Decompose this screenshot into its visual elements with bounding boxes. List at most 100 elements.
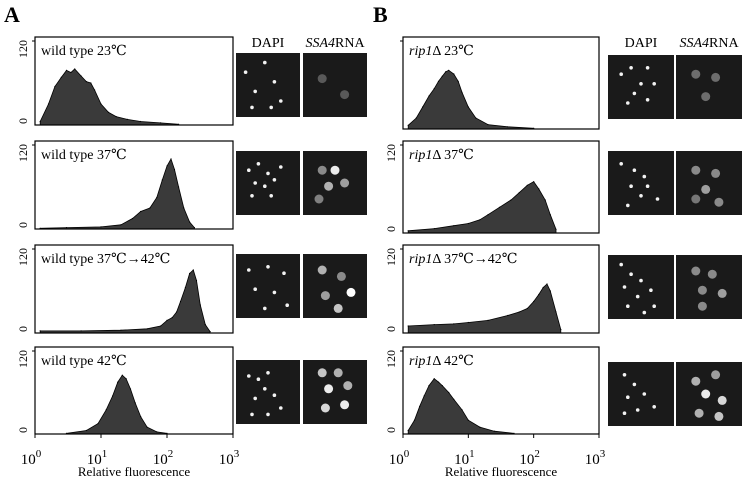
cell-signal: [711, 72, 721, 82]
histogram-point: [209, 331, 211, 333]
dapi-image: [236, 254, 300, 318]
nucleus-spot: [253, 181, 257, 185]
micrograph-pair: [608, 151, 742, 215]
nucleus-spot: [655, 197, 660, 201]
histogram-point: [105, 409, 107, 411]
nucleus-spot: [626, 101, 630, 105]
condition-text: wild type 23℃: [41, 44, 127, 59]
image-divider: [674, 55, 676, 119]
histogram-point: [546, 283, 548, 285]
y-tick-label: 120: [16, 350, 30, 368]
histogram-point: [518, 192, 520, 194]
histogram-point: [448, 391, 450, 394]
histogram-point: [112, 395, 114, 397]
histogram-point: [448, 69, 450, 71]
histogram-point: [467, 321, 469, 324]
histogram-row: wild type 23℃ 120 0: [16, 36, 234, 126]
dapi-image: [608, 151, 674, 215]
histogram-row: rip1Δ 42℃ 120 0: [384, 346, 600, 435]
nucleus-spot: [635, 294, 640, 299]
x-tick-label: 101: [87, 448, 108, 468]
rna-suffix-label: RNA: [709, 36, 739, 51]
histogram-point: [453, 398, 455, 400]
histogram-area: [39, 269, 211, 334]
panel-letter: B: [373, 2, 388, 27]
tick-exponent: 3: [600, 448, 606, 460]
nucleus-spot: [626, 395, 630, 400]
histogram-point: [538, 188, 540, 190]
cell-signal: [340, 90, 350, 100]
nucleus-spot: [279, 406, 283, 410]
histogram-point: [555, 228, 557, 230]
histogram-point: [47, 103, 50, 105]
rna-image: [676, 255, 742, 319]
condition-text: Δ 42℃: [432, 354, 473, 369]
rna-image: [303, 360, 367, 424]
nucleus-spot: [256, 377, 261, 382]
tick-exponent: 2: [168, 448, 174, 460]
cell-signal: [691, 69, 701, 79]
histogram-point: [193, 227, 195, 229]
histogram-point: [422, 106, 424, 108]
dapi-header: DAPI: [252, 36, 285, 51]
histogram-point: [189, 221, 191, 223]
dapi-image: [236, 151, 300, 215]
micrograph-pair: [236, 360, 367, 424]
tick-base: 10: [87, 452, 102, 468]
histogram-point: [555, 311, 557, 313]
histogram-point: [538, 293, 540, 296]
nucleus-spot: [626, 304, 630, 309]
nucleus-spot: [253, 89, 257, 94]
y-tick-label: 0: [384, 427, 398, 433]
histogram-point: [533, 300, 535, 303]
nucleus-spot: [635, 408, 640, 412]
histogram-point: [467, 106, 469, 108]
condition-text: Δ 37℃→42℃: [432, 252, 517, 267]
nucleus-spot: [279, 99, 283, 103]
nucleus-spot: [253, 287, 257, 292]
cell-signal: [697, 301, 707, 311]
nucleus-spot: [626, 203, 630, 208]
panel-letter: A: [4, 2, 20, 27]
cell-signal: [324, 384, 334, 394]
micrograph-pair: [236, 254, 367, 318]
histogram-point: [125, 378, 127, 380]
condition-text: wild type 42℃: [41, 354, 127, 369]
nucleus-spot: [639, 82, 643, 86]
nucleus-spot: [256, 162, 261, 166]
histogram-point: [467, 222, 469, 225]
histogram-point: [560, 328, 562, 331]
rna-image: [303, 53, 367, 117]
dapi-image: [608, 362, 674, 426]
nucleus-spot: [619, 162, 623, 166]
cell-signal: [317, 165, 327, 175]
plot-frame: [402, 140, 600, 234]
micrograph-pair: [608, 55, 742, 119]
histogram-point: [100, 226, 102, 228]
histogram-point: [149, 207, 151, 209]
histogram-point: [467, 419, 469, 421]
histogram-point: [166, 319, 168, 321]
y-tick-label: 120: [384, 350, 398, 368]
nucleus-spot: [263, 60, 267, 65]
histogram-point: [461, 409, 463, 411]
histogram-point: [433, 88, 435, 90]
nucleus-spot: [285, 303, 290, 308]
histogram-point: [160, 122, 162, 124]
rna-image: [303, 151, 367, 215]
y-tick-label: 0: [16, 222, 30, 228]
nucleus-spot: [253, 396, 257, 401]
histogram-row: wild type 42℃ 120 0: [16, 346, 234, 435]
nucleus-spot: [266, 265, 270, 269]
histogram-point: [407, 325, 409, 327]
cell-signal: [333, 303, 343, 313]
histogram-point: [453, 225, 455, 227]
y-tick-label: 0: [16, 427, 30, 433]
histogram-point: [121, 374, 123, 376]
tick-exponent: 2: [534, 448, 540, 460]
tick-base: 10: [389, 452, 404, 468]
nucleus-spot: [642, 174, 647, 179]
cell-signal: [314, 194, 324, 204]
nucleus-spot: [279, 165, 283, 169]
